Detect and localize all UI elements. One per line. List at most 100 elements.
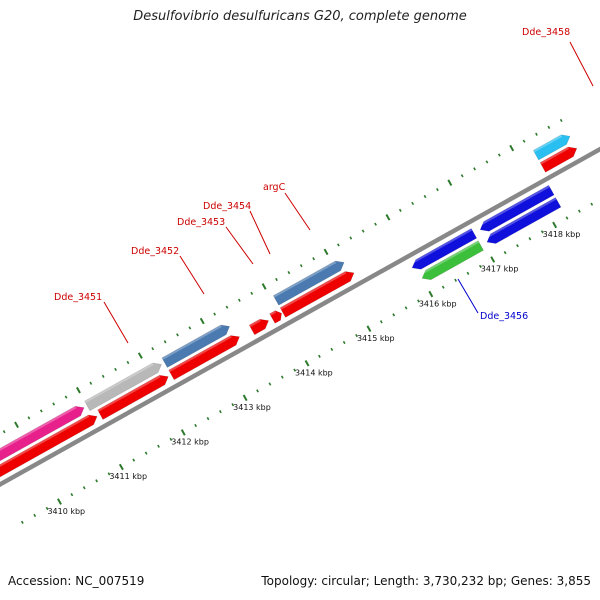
minor-tick — [70, 493, 74, 497]
feature-pink-forward — [0, 405, 85, 462]
feature-highlight — [419, 240, 480, 276]
minor-tick — [144, 451, 148, 455]
minor-tick — [268, 382, 272, 386]
minor-tick — [547, 125, 551, 129]
minor-tick — [355, 333, 358, 338]
feature-steelblue-forward-1 — [161, 324, 231, 368]
feature-highlight — [484, 197, 557, 240]
minor-tick — [33, 513, 37, 518]
minor-tick — [237, 298, 241, 302]
minor-tick — [225, 305, 229, 309]
feature-highlight — [280, 271, 347, 310]
feature-highlight — [540, 147, 570, 165]
minor-tick — [460, 174, 464, 178]
backbone — [0, 146, 600, 487]
minor-tick — [293, 368, 297, 372]
minor-tick — [590, 202, 594, 206]
major-tick — [118, 463, 124, 471]
major-tick — [366, 325, 372, 332]
feature-cyan-forward — [532, 134, 571, 161]
minor-tick — [52, 402, 56, 406]
feature-green-reverse — [421, 240, 484, 281]
ruler-label: 3418 kbp — [543, 230, 581, 239]
feature-steelblue-forward-2 — [272, 260, 345, 306]
minor-tick — [497, 153, 501, 157]
minor-tick — [404, 306, 408, 310]
minor-tick — [299, 264, 303, 268]
feature-highlight — [161, 325, 222, 360]
gene-label: Dde_3452 — [131, 246, 179, 257]
ruler-label: 3416 kbp — [419, 299, 457, 308]
minor-tick — [126, 360, 130, 365]
minor-tick — [528, 237, 532, 241]
minor-tick — [256, 389, 259, 393]
page-title: Desulfovibrio desulfuricans G20, complet… — [133, 9, 467, 24]
feature-red-cds-6 — [279, 271, 355, 318]
minor-tick — [231, 403, 235, 407]
ruler-label: 3410 kbp — [47, 507, 85, 516]
minor-tick — [213, 312, 216, 316]
minor-tick — [219, 410, 222, 414]
genome-summary-text: Topology: circular; Length: 3,730,232 bp… — [261, 574, 591, 588]
feature-highlight — [0, 415, 90, 467]
minor-tick — [454, 278, 457, 282]
feature-blue-reverse-2 — [479, 184, 555, 232]
minor-tick — [379, 320, 383, 324]
gene-label: Dde_3453 — [177, 217, 225, 228]
minor-tick — [64, 395, 68, 399]
minor-tick — [374, 222, 377, 226]
minor-tick — [392, 313, 396, 317]
gene-label: Dde_3458 — [522, 27, 570, 38]
feature-highlight — [0, 406, 77, 451]
minor-tick — [107, 472, 111, 476]
minor-tick — [398, 208, 402, 212]
minor-tick — [151, 347, 155, 351]
minor-tick — [114, 367, 117, 372]
minor-tick — [540, 230, 544, 234]
major-tick — [323, 248, 329, 256]
minor-tick — [423, 194, 427, 199]
major-tick — [490, 256, 496, 263]
minor-tick — [20, 520, 24, 524]
feature-red-cds-1 — [0, 414, 98, 478]
feature-grey-forward — [84, 362, 162, 412]
gene-label: Dde_3456 — [480, 311, 528, 322]
ruler-label: 3415 kbp — [357, 334, 395, 343]
ruler-label: 3412 kbp — [171, 438, 209, 447]
feature-red-cds-3 — [168, 335, 240, 381]
major-tick — [137, 352, 143, 359]
minor-tick — [89, 381, 93, 385]
minor-tick — [485, 160, 489, 164]
major-tick — [447, 179, 453, 186]
feature-highlight — [533, 134, 563, 153]
leader-line — [284, 192, 311, 231]
minor-tick — [565, 216, 569, 220]
gene-label: Dde_3451 — [54, 292, 102, 303]
minor-tick — [466, 271, 470, 275]
minor-tick — [39, 409, 43, 413]
major-tick — [385, 213, 391, 221]
feature-highlight — [84, 363, 154, 403]
feature-blue-reverse-1 — [411, 228, 478, 270]
minor-tick — [578, 209, 581, 213]
minor-tick — [163, 340, 167, 344]
minor-tick — [206, 416, 210, 421]
accession-text: Accession: NC_007519 — [8, 574, 145, 588]
feature-highlight — [249, 319, 261, 328]
feature-highlight — [477, 185, 550, 227]
minor-tick — [157, 444, 160, 448]
major-tick — [180, 429, 186, 436]
minor-tick — [411, 201, 415, 206]
leader-line — [569, 41, 594, 87]
minor-tick — [441, 285, 445, 289]
minor-tick — [194, 423, 198, 428]
gene-label: Dde_3454 — [203, 201, 251, 212]
major-tick — [14, 421, 19, 429]
minor-tick — [176, 333, 179, 337]
leader-line — [249, 210, 271, 255]
ruler-label: 3411 kbp — [109, 472, 147, 481]
major-tick — [76, 386, 81, 394]
major-tick — [304, 359, 310, 367]
